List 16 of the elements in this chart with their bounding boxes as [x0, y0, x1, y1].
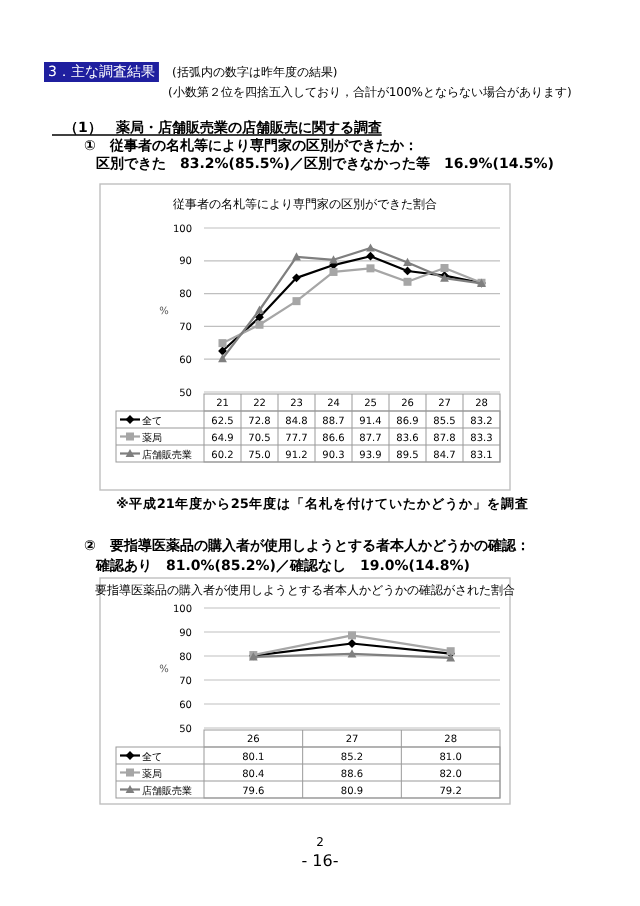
point: [255, 305, 264, 314]
point: [348, 631, 356, 640]
point: [218, 339, 227, 348]
point: [329, 267, 338, 276]
point: [366, 243, 375, 252]
point: [255, 320, 264, 329]
point: [403, 257, 412, 267]
point: [366, 264, 375, 273]
point: [440, 264, 449, 273]
point: [255, 312, 264, 322]
point: [292, 273, 301, 283]
text: - 16-: [301, 852, 339, 870]
point: [292, 297, 301, 306]
point: [366, 251, 375, 261]
point: [403, 277, 412, 286]
point: [218, 353, 227, 363]
